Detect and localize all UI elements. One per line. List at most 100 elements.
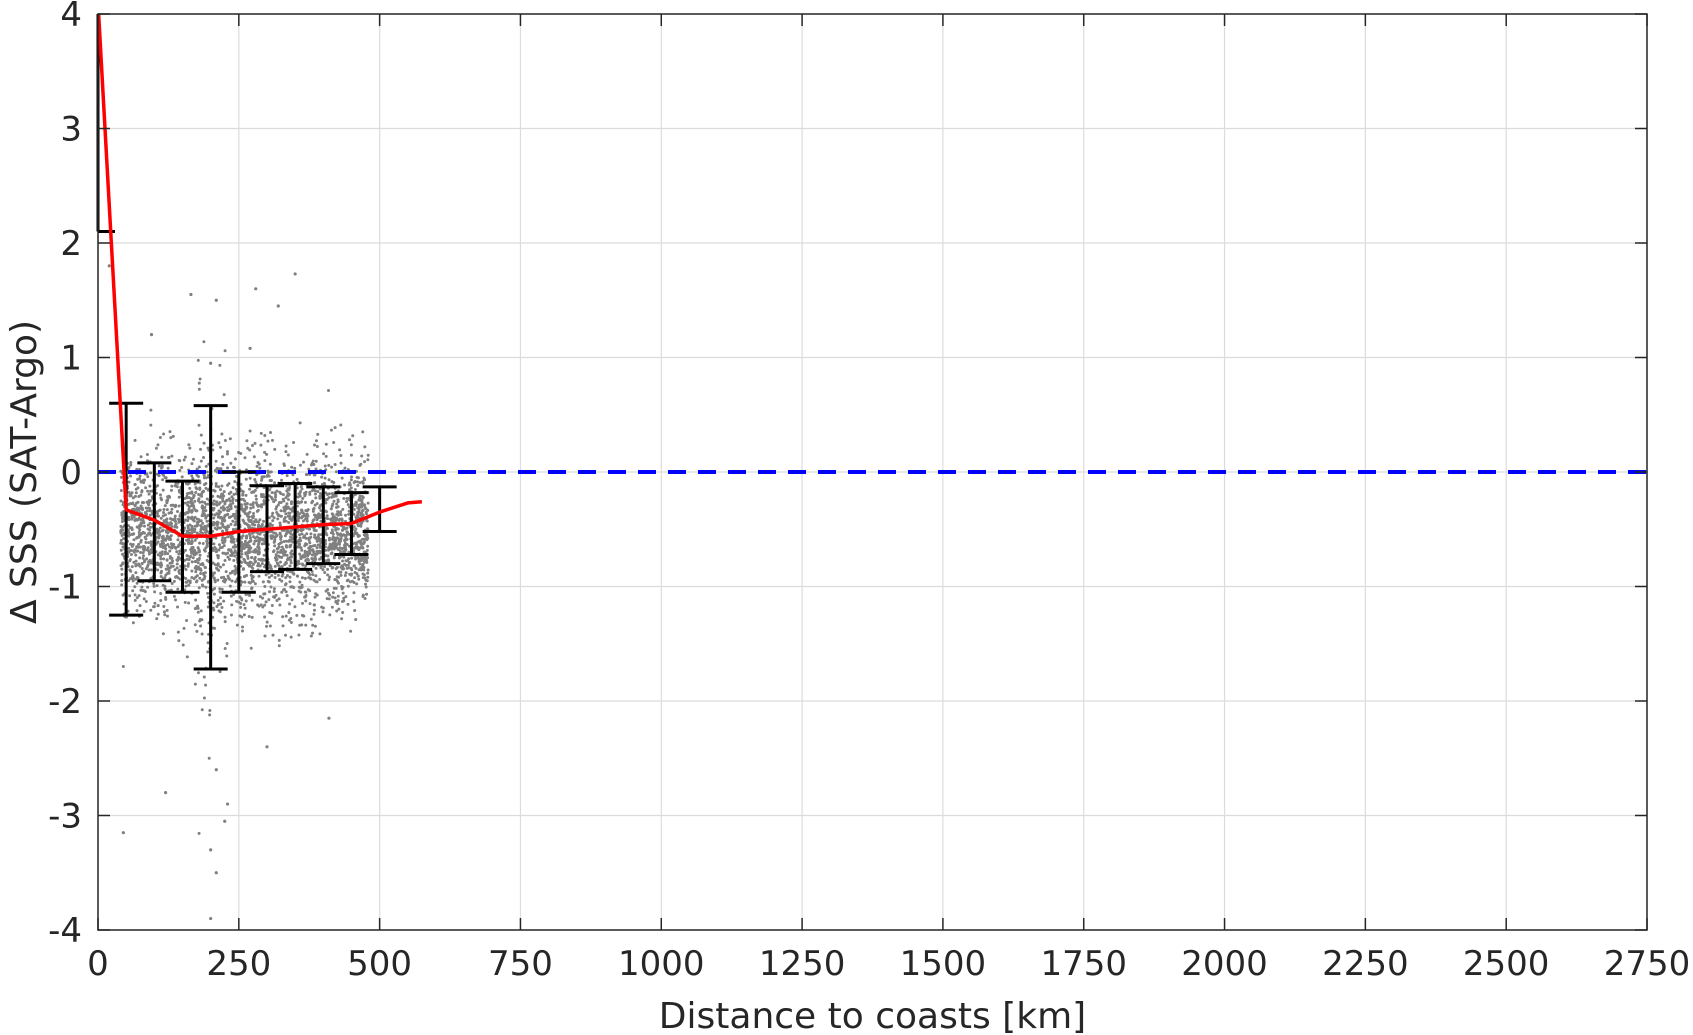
scatter-point <box>287 539 291 543</box>
scatter-point <box>190 504 194 508</box>
scatter-point <box>119 528 123 532</box>
scatter-point <box>208 709 212 713</box>
scatter-point <box>149 423 153 427</box>
scatter-point <box>272 550 276 554</box>
scatter-point <box>357 577 361 581</box>
scatter-point <box>286 514 290 518</box>
scatter-point <box>203 505 207 509</box>
scatter-point <box>314 592 318 596</box>
scatter-point <box>263 434 267 438</box>
scatter-point <box>133 585 137 589</box>
y-tick-label: 0 <box>60 453 82 493</box>
scatter-point <box>301 554 305 558</box>
scatter-point <box>234 514 238 518</box>
scatter-point <box>250 556 254 560</box>
scatter-point <box>205 519 209 523</box>
scatter-point <box>283 509 287 513</box>
scatter-point <box>343 573 347 577</box>
scatter-point <box>251 505 255 509</box>
scatter-point <box>334 506 338 510</box>
scatter-point <box>271 511 275 515</box>
scatter-point <box>177 504 181 508</box>
scatter-point <box>271 535 275 539</box>
scatter-point <box>257 542 261 546</box>
scatter-point <box>204 683 208 687</box>
scatter-point <box>121 831 125 835</box>
scatter-point <box>135 501 139 505</box>
scatter-point <box>366 458 370 462</box>
scatter-point <box>131 621 135 625</box>
scatter-point <box>239 605 243 609</box>
scatter-point <box>298 494 302 498</box>
scatter-point <box>195 467 199 471</box>
scatter-point <box>128 594 132 598</box>
scatter-point <box>346 584 350 588</box>
scatter-point <box>287 610 291 614</box>
scatter-point <box>137 542 141 546</box>
scatter-point <box>177 495 181 499</box>
scatter-point <box>244 561 248 565</box>
scatter-point <box>304 599 308 603</box>
scatter-point <box>257 574 261 578</box>
scatter-point <box>212 592 216 596</box>
scatter-point <box>312 487 316 491</box>
scatter-point <box>187 558 191 562</box>
scatter-point <box>349 629 353 633</box>
scatter-point <box>120 516 124 520</box>
scatter-point <box>366 536 370 540</box>
scatter-point <box>212 499 216 503</box>
scatter-point <box>183 455 187 459</box>
scatter-point <box>188 516 192 520</box>
scatter-point <box>339 570 343 574</box>
scatter-point <box>270 611 274 615</box>
scatter-point <box>182 458 186 462</box>
scatter-point <box>175 525 179 529</box>
scatter-point <box>202 441 206 445</box>
scatter-point <box>197 518 201 522</box>
scatter-point <box>331 495 335 499</box>
scatter-point <box>212 601 216 605</box>
scatter-point <box>216 494 220 498</box>
scatter-point <box>312 603 316 607</box>
scatter-point <box>198 377 202 381</box>
scatter-point <box>297 589 301 593</box>
scatter-point <box>250 491 254 495</box>
scatter-point <box>321 568 325 572</box>
x-tick-label: 1000 <box>618 944 705 984</box>
scatter-point <box>361 480 365 484</box>
scatter-point <box>260 538 264 542</box>
scatter-point <box>323 571 327 575</box>
scatter-point <box>293 272 297 276</box>
scatter-point <box>224 578 228 582</box>
y-tick-label: -2 <box>48 682 82 722</box>
scatter-point <box>247 525 251 529</box>
scatter-point <box>139 524 143 528</box>
scatter-point <box>357 503 361 507</box>
scatter-point <box>199 609 203 613</box>
scatter-point <box>159 496 163 500</box>
scatter-point <box>150 551 154 555</box>
scatter-point <box>352 591 356 595</box>
scatter-point <box>326 517 330 521</box>
scatter-point <box>258 518 262 522</box>
scatter-point <box>280 564 284 568</box>
scatter-point <box>270 438 274 442</box>
scatter-point <box>314 574 318 578</box>
scatter-point <box>184 580 188 584</box>
scatter-point <box>215 503 219 507</box>
scatter-point <box>250 577 254 581</box>
scatter-point <box>204 486 208 490</box>
scatter-point <box>138 604 142 608</box>
scatter-point <box>121 545 125 549</box>
scatter-point <box>277 564 281 568</box>
scatter-point <box>212 523 216 527</box>
scatter-point <box>262 553 266 557</box>
scatter-point <box>248 448 252 452</box>
scatter-point <box>326 588 330 592</box>
scatter-point <box>364 582 368 586</box>
scatter-point <box>165 608 169 612</box>
scatter-point <box>140 489 144 493</box>
scatter-point <box>333 462 337 466</box>
scatter-point <box>227 557 231 561</box>
scatter-point <box>158 526 162 530</box>
